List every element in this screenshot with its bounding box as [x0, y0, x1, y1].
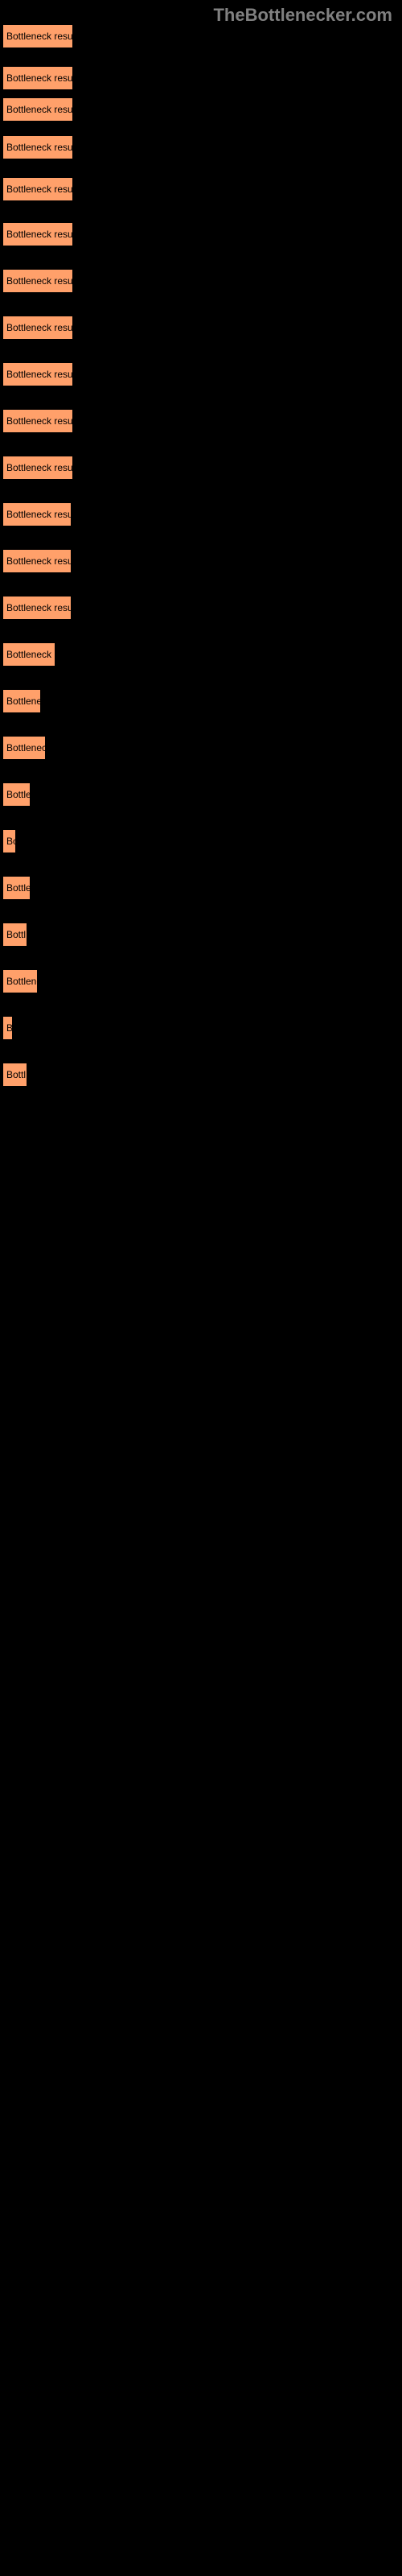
list-item: Bottleneck result [2, 362, 73, 386]
list-item: Bottleneck re [2, 642, 55, 667]
bottleneck-result-box[interactable]: Bottleneck result [2, 456, 73, 480]
list-item: Bottler [2, 782, 31, 807]
list-item: Bottl [2, 923, 27, 947]
list-item: Bottleneck [2, 736, 46, 760]
bottleneck-result-box[interactable]: Bottleneck result [2, 97, 73, 122]
bottleneck-result-box[interactable]: Bottler [2, 782, 31, 807]
bottleneck-result-box[interactable]: Bottleneck result [2, 135, 73, 159]
list-item: Bottleneck result [2, 409, 73, 433]
bottleneck-result-box[interactable]: Bottleneck result [2, 549, 72, 573]
list-item: Bottleneck result [2, 269, 73, 293]
list-item: Bottlene [2, 969, 38, 993]
bottleneck-result-box[interactable]: Bottleneck result [2, 409, 73, 433]
list-item: Bottleneck result [2, 456, 73, 480]
list-item: Bottleneck result [2, 135, 73, 159]
bottleneck-result-box[interactable]: Bottlene [2, 689, 41, 713]
list-item: Bottleneck result [2, 97, 73, 122]
list-item: Bottleneck result [2, 502, 72, 526]
list-item: Bottleneck result [2, 66, 73, 90]
list-item: Bottleneck result [2, 222, 73, 246]
list-item: Bottlene [2, 689, 41, 713]
list-item: Bottl [2, 1063, 27, 1087]
bottleneck-result-box[interactable]: Bottler [2, 876, 31, 900]
bottleneck-result-box[interactable]: Bottl [2, 923, 27, 947]
bottleneck-result-box[interactable]: Bottleneck result [2, 222, 73, 246]
list-item: Bottleneck result [2, 177, 73, 201]
list-item: Bottler [2, 876, 31, 900]
bottleneck-result-box[interactable]: Bottleneck result [2, 362, 73, 386]
list-item: Bottleneck result [2, 24, 73, 48]
bottleneck-result-box[interactable]: Bottl [2, 1063, 27, 1087]
bottleneck-result-box[interactable]: Bo [2, 829, 16, 853]
list-item: Bottleneck result [2, 596, 72, 620]
bottleneck-result-box[interactable]: Bottleneck result [2, 596, 72, 620]
bottleneck-result-box[interactable]: Bottleneck result [2, 502, 72, 526]
bottleneck-result-box[interactable]: Bottleneck result [2, 316, 73, 340]
bottleneck-result-box[interactable]: Bottlene [2, 969, 38, 993]
bottleneck-result-box[interactable]: Bottleneck result [2, 24, 73, 48]
bottleneck-result-box[interactable]: Bottleneck result [2, 66, 73, 90]
list-item: Bottleneck result [2, 316, 73, 340]
bottleneck-result-box[interactable]: B [2, 1016, 13, 1040]
bottleneck-result-box[interactable]: Bottleneck [2, 736, 46, 760]
list-item: Bo [2, 829, 16, 853]
watermark-text: TheBottlenecker.com [213, 5, 392, 26]
bottleneck-result-box[interactable]: Bottleneck result [2, 269, 73, 293]
list-item: Bottleneck result [2, 549, 72, 573]
bottleneck-result-box[interactable]: Bottleneck re [2, 642, 55, 667]
bottleneck-result-box[interactable]: Bottleneck result [2, 177, 73, 201]
list-item: B [2, 1016, 13, 1040]
